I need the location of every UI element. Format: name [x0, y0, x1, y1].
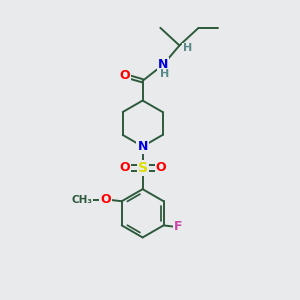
Text: O: O [100, 193, 111, 206]
Text: CH₃: CH₃ [71, 195, 92, 205]
Text: H: H [160, 69, 169, 79]
Text: O: O [156, 161, 166, 174]
Text: S: S [138, 161, 148, 175]
Text: O: O [119, 69, 130, 82]
Text: H: H [183, 44, 192, 53]
Text: O: O [119, 161, 130, 174]
Text: F: F [174, 220, 182, 233]
Text: N: N [137, 140, 148, 153]
Text: N: N [158, 58, 168, 71]
